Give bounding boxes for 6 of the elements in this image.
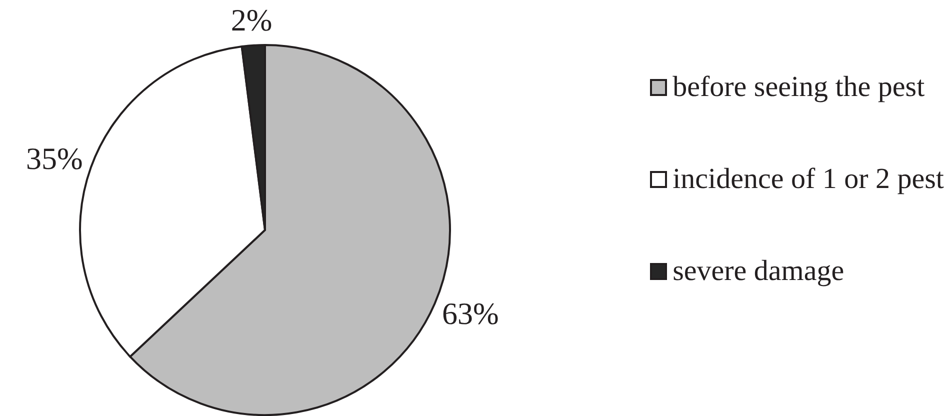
data-label: 63%: [442, 296, 499, 332]
data-label: 2%: [230, 2, 272, 38]
legend-label: incidence of 1 or 2 pest: [672, 163, 944, 196]
legend-label: severe damage: [672, 255, 844, 288]
data-label: 35%: [26, 141, 83, 176]
legend-label: before seeing the pest: [672, 71, 925, 104]
